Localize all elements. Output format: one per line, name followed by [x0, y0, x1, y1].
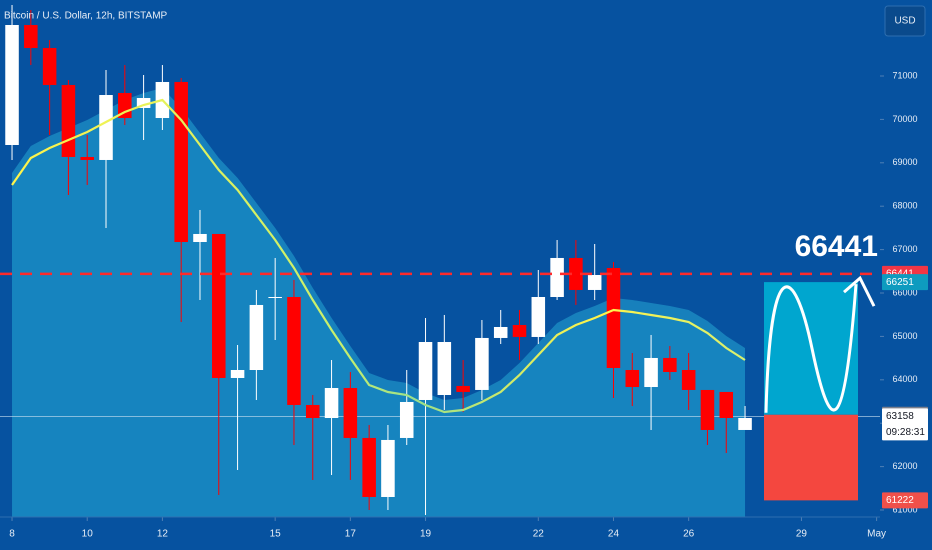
projection-arrow: [843, 275, 876, 307]
candle-body: [681, 369, 696, 390]
candle-body: [738, 418, 752, 430]
candle-body: [136, 98, 151, 108]
candle-body: [305, 404, 320, 419]
candle-body: [700, 389, 715, 430]
x-tick-label: 10: [82, 529, 94, 540]
candle-body: [437, 342, 452, 395]
price-tag: [882, 274, 928, 291]
candle-body: [99, 95, 113, 160]
candle-body: [230, 369, 245, 378]
candle-body: [174, 81, 188, 243]
x-tick-label: 24: [608, 529, 620, 540]
projection-wave: [764, 283, 858, 413]
candle-body: [644, 357, 658, 388]
candle-body: [606, 268, 621, 369]
candle-body: [512, 324, 527, 337]
candle-body: [61, 84, 76, 157]
y-tick-label: 66000: [892, 287, 917, 297]
candle-body: [287, 296, 301, 405]
ma-area: [12, 100, 746, 517]
candle-body: [587, 274, 602, 290]
candle-body: [399, 401, 414, 438]
candle-body: [663, 357, 677, 372]
candle-body: [324, 388, 339, 419]
candle-body: [249, 304, 264, 370]
candle-body: [456, 385, 470, 392]
x-tick-label: 17: [345, 529, 357, 540]
candle-body: [475, 337, 489, 390]
y-tick-label: 61000: [892, 504, 917, 514]
x-tick-label: 15: [270, 529, 282, 540]
candle-body: [719, 391, 734, 419]
candle-body: [531, 296, 546, 337]
y-tick-label: 71000: [892, 70, 917, 80]
y-tick-label: 62000: [892, 461, 917, 471]
price-tag-label: 66251: [886, 277, 914, 288]
ma-line: [11, 98, 746, 414]
x-tick-label: 22: [533, 529, 545, 540]
x-tick-label: 12: [157, 529, 169, 540]
x-tick-label: 29: [796, 529, 808, 540]
currency-label[interactable]: USD: [894, 16, 915, 27]
x-tick-label: 26: [683, 529, 695, 540]
candle-body: [381, 439, 395, 497]
candle-body: [212, 233, 226, 378]
candle-body: [625, 369, 640, 388]
projection-down-box: [764, 414, 858, 501]
candle-body: [5, 24, 19, 146]
candle-body: [42, 48, 57, 85]
candle-body: [362, 437, 376, 497]
price-tag-label: 61222: [886, 495, 914, 506]
price-tag: [882, 408, 928, 441]
candle-body: [343, 388, 358, 438]
area-layer: [0, 88, 880, 517]
x-tick-label: 19: [420, 529, 432, 540]
y-tick-label: 67000: [892, 244, 917, 254]
candle-body: [550, 257, 564, 297]
x-tick-label: May: [867, 529, 886, 540]
y-tick-label: 70000: [892, 114, 917, 124]
y-tick-label: 68000: [892, 201, 917, 211]
candle-layer: [5, 4, 752, 516]
candle-body: [569, 257, 583, 290]
candle-body: [418, 342, 433, 400]
countdown: 09:28:31: [886, 427, 925, 438]
candle-body: [24, 24, 38, 49]
currency-button[interactable]: [884, 5, 926, 37]
y-tick-label: 65000: [892, 331, 917, 341]
price-tag-label: 66441: [886, 269, 914, 280]
target-headline: 66441: [795, 230, 878, 263]
y-tick-label: 69000: [892, 157, 917, 167]
x-tick-label: 8: [9, 529, 15, 540]
candle-body: [493, 326, 508, 338]
chart-title: Bitcoin / U.S. Dollar, 12h, BITSTAMP: [4, 11, 168, 22]
price-tag-label: 63158: [886, 411, 914, 422]
y-tick-label: 64000: [892, 374, 917, 384]
ma-band: [12, 88, 745, 412]
candle-body: [268, 296, 282, 298]
price-tag: [882, 492, 928, 509]
candle-body: [193, 233, 207, 243]
candle-body: [80, 156, 94, 160]
